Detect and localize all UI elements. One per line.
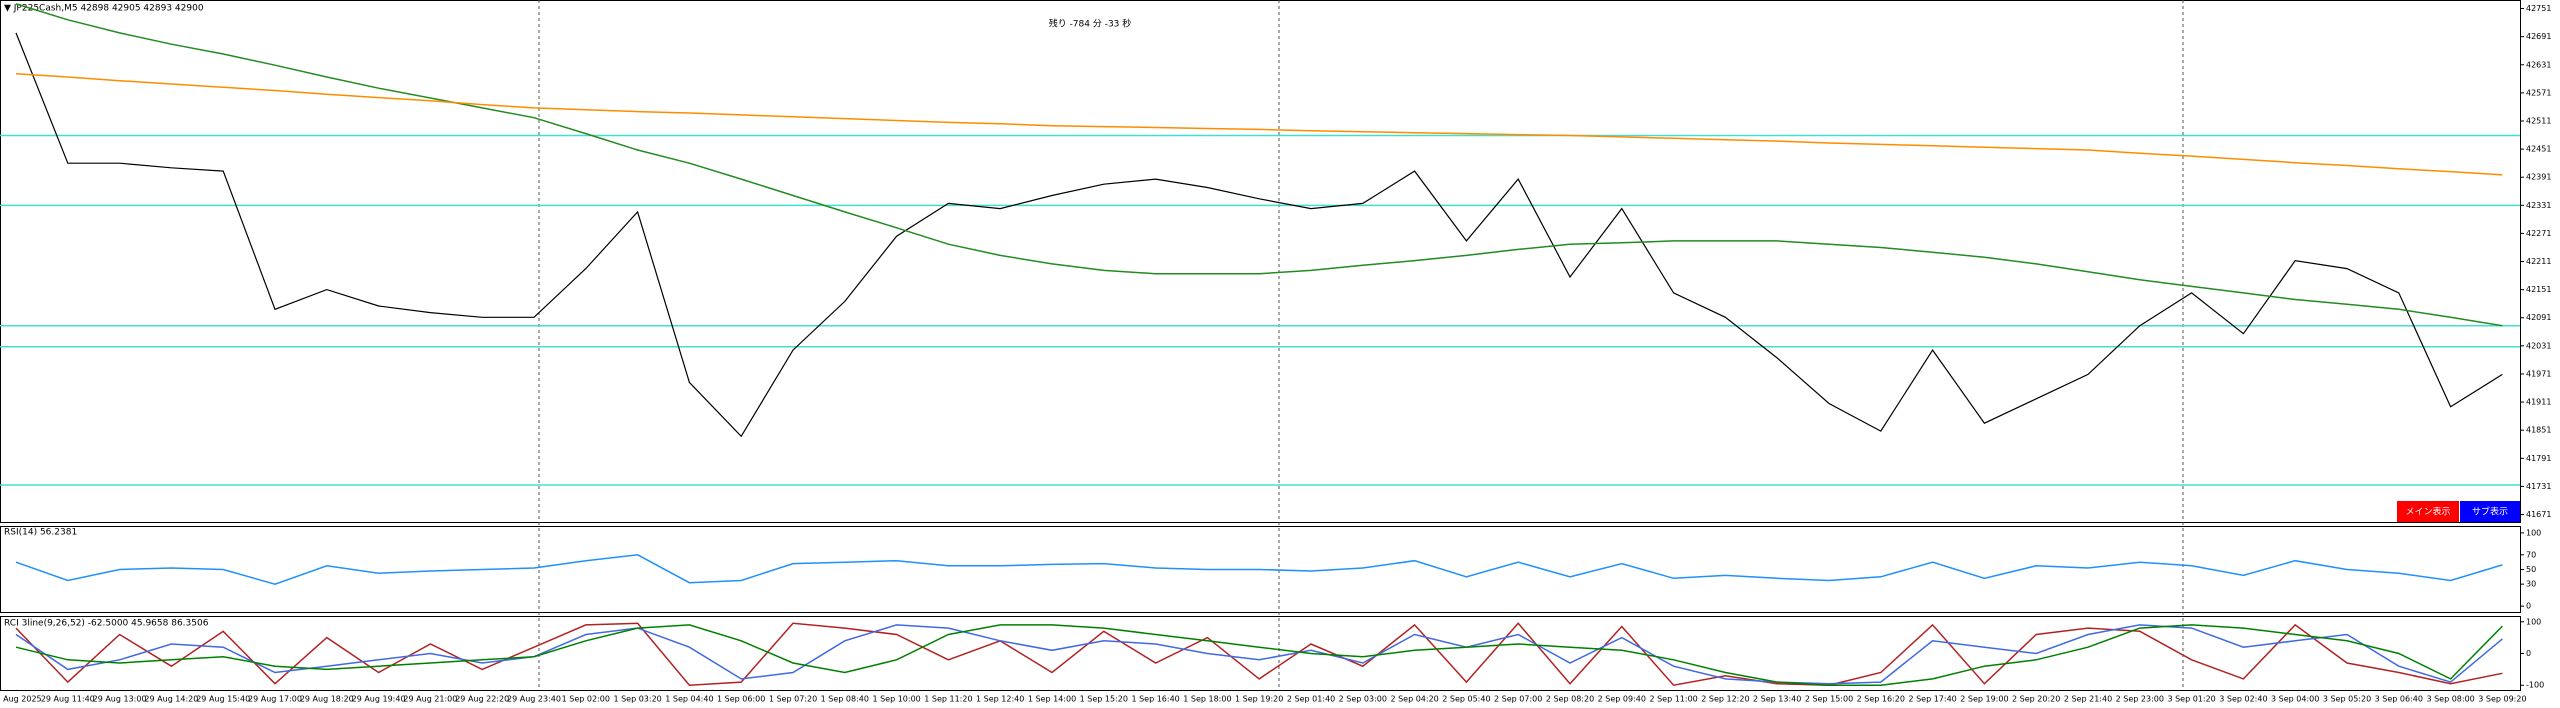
x-tick-label: 29 Aug 2025 xyxy=(0,695,42,704)
x-tick-label: 1 Sep 15:20 xyxy=(1080,695,1128,704)
x-tick-label: 2 Sep 23:00 xyxy=(2116,695,2164,704)
series-line xyxy=(15,624,2503,686)
y-tick-label: 50 xyxy=(2526,565,2536,574)
x-tick-label: 29 Aug 14:20 xyxy=(144,695,198,704)
x-tick-label: 29 Aug 15:40 xyxy=(196,695,250,704)
x-tick-label: 3 Sep 09:20 xyxy=(2478,695,2526,704)
y-tick-label: 42331 xyxy=(2526,201,2551,210)
sub-button[interactable] xyxy=(2460,501,2520,522)
x-tick-label: 1 Sep 06:00 xyxy=(717,695,765,704)
chart-title: ▼ JP225Cash,M5 42898 42905 42893 42900 xyxy=(4,4,204,14)
y-tick-label: 41731 xyxy=(2526,482,2551,491)
y-tick-label: 42091 xyxy=(2526,313,2551,322)
y-tick-label: 42511 xyxy=(2526,116,2551,125)
y-tick-label: 30 xyxy=(2526,580,2536,589)
y-tick-label: 42571 xyxy=(2526,88,2551,97)
y-tick-label: 41911 xyxy=(2526,398,2551,407)
x-tick-label: 29 Aug 21:00 xyxy=(403,695,457,704)
y-tick-label: 42271 xyxy=(2526,229,2551,238)
x-tick-label: 2 Sep 15:00 xyxy=(1805,695,1853,704)
y-tick-label: 42451 xyxy=(2526,145,2551,154)
x-tick-label: 2 Sep 09:40 xyxy=(1598,695,1646,704)
x-tick-label: 2 Sep 19:00 xyxy=(1960,695,2008,704)
series-line xyxy=(15,3,2503,327)
x-tick-label: 2 Sep 12:20 xyxy=(1701,695,1749,704)
countdown: 残り -784 分 -33 秒 xyxy=(1049,18,1132,30)
x-tick-label: 2 Sep 20:20 xyxy=(2012,695,2060,704)
rsi-title: RSI(14) 56.2381 xyxy=(4,528,77,538)
x-tick-label: 1 Sep 07:20 xyxy=(769,695,817,704)
y-tick-label: 0 xyxy=(2526,649,2531,658)
x-tick-label: 2 Sep 13:40 xyxy=(1753,695,1801,704)
y-tick-label: 41791 xyxy=(2526,454,2551,463)
x-tick-label: 1 Sep 03:20 xyxy=(613,695,661,704)
x-tick-label: 29 Aug 18:20 xyxy=(300,695,354,704)
x-tick-label: 3 Sep 01:20 xyxy=(2167,695,2215,704)
x-tick-label: 2 Sep 04:20 xyxy=(1390,695,1438,704)
x-tick-label: 2 Sep 11:00 xyxy=(1649,695,1697,704)
sub-button-label[interactable]: サブ表示 xyxy=(2472,506,2508,518)
y-tick-label: 100 xyxy=(2526,528,2541,537)
y-tick-label: 42751 xyxy=(2526,4,2551,13)
x-tick-label: 1 Sep 19:20 xyxy=(1235,695,1283,704)
x-tick-label: 3 Sep 04:00 xyxy=(2271,695,2319,704)
x-tick-label: 1 Sep 12:40 xyxy=(976,695,1024,704)
x-tick-label: 2 Sep 03:00 xyxy=(1339,695,1387,704)
main-button-label[interactable]: メイン表示 xyxy=(2405,506,2450,518)
x-tick-label: 1 Sep 18:00 xyxy=(1183,695,1231,704)
x-tick-label: 1 Sep 02:00 xyxy=(562,695,610,704)
x-tick-label: 29 Aug 22:20 xyxy=(455,695,509,704)
x-tick-label: 2 Sep 17:40 xyxy=(1908,695,1956,704)
x-tick-label: 29 Aug 13:00 xyxy=(93,695,147,704)
x-tick-label: 1 Sep 04:40 xyxy=(665,695,713,704)
x-tick-label: 29 Aug 19:40 xyxy=(352,695,406,704)
main-button[interactable] xyxy=(2397,501,2459,522)
y-tick-label: -100 xyxy=(2526,681,2544,690)
x-tick-label: 1 Sep 11:20 xyxy=(924,695,972,704)
y-tick-label: 42691 xyxy=(2526,32,2551,41)
series-line xyxy=(15,32,2503,438)
x-tick-label: 29 Aug 17:00 xyxy=(248,695,302,704)
x-tick-label: 1 Sep 14:00 xyxy=(1028,695,1076,704)
y-tick-label: 42391 xyxy=(2526,173,2551,182)
x-tick-label: 3 Sep 06:40 xyxy=(2375,695,2423,704)
y-tick-label: 41971 xyxy=(2526,369,2551,378)
y-tick-label: 70 xyxy=(2526,550,2536,559)
rci-title: RCI 3line(9,26,52) -62.5000 45.9658 86.3… xyxy=(4,619,209,629)
x-tick-label: 2 Sep 05:40 xyxy=(1442,695,1490,704)
y-tick-label: 100 xyxy=(2526,617,2541,626)
y-tick-label: 42031 xyxy=(2526,341,2551,350)
x-tick-label: 2 Sep 16:20 xyxy=(1857,695,1905,704)
x-tick-label: 29 Aug 11:40 xyxy=(41,695,95,704)
x-tick-label: 2 Sep 21:40 xyxy=(2064,695,2112,704)
x-tick-label: 1 Sep 10:00 xyxy=(872,695,920,704)
x-tick-label: 1 Sep 08:40 xyxy=(821,695,869,704)
x-tick-label: 2 Sep 01:40 xyxy=(1287,695,1335,704)
y-tick-label: 41851 xyxy=(2526,426,2551,435)
x-tick-label: 3 Sep 02:40 xyxy=(2219,695,2267,704)
series-line xyxy=(15,624,2503,685)
series-line xyxy=(15,72,2503,176)
y-tick-label: 41671 xyxy=(2526,510,2551,519)
y-tick-label: 42211 xyxy=(2526,257,2551,266)
x-tick-label: 1 Sep 16:40 xyxy=(1131,695,1179,704)
x-tick-label: 3 Sep 05:20 xyxy=(2323,695,2371,704)
y-tick-label: 42631 xyxy=(2526,60,2551,69)
x-tick-label: 2 Sep 08:20 xyxy=(1546,695,1594,704)
main-frame xyxy=(0,0,2521,523)
x-tick-label: 3 Sep 08:00 xyxy=(2426,695,2474,704)
x-tick-label: 29 Aug 23:40 xyxy=(507,695,561,704)
y-tick-label: 0 xyxy=(2526,602,2531,611)
series-line xyxy=(15,554,2503,585)
x-tick-label: 2 Sep 07:00 xyxy=(1494,695,1542,704)
y-tick-label: 42151 xyxy=(2526,285,2551,294)
series-line xyxy=(15,622,2503,687)
